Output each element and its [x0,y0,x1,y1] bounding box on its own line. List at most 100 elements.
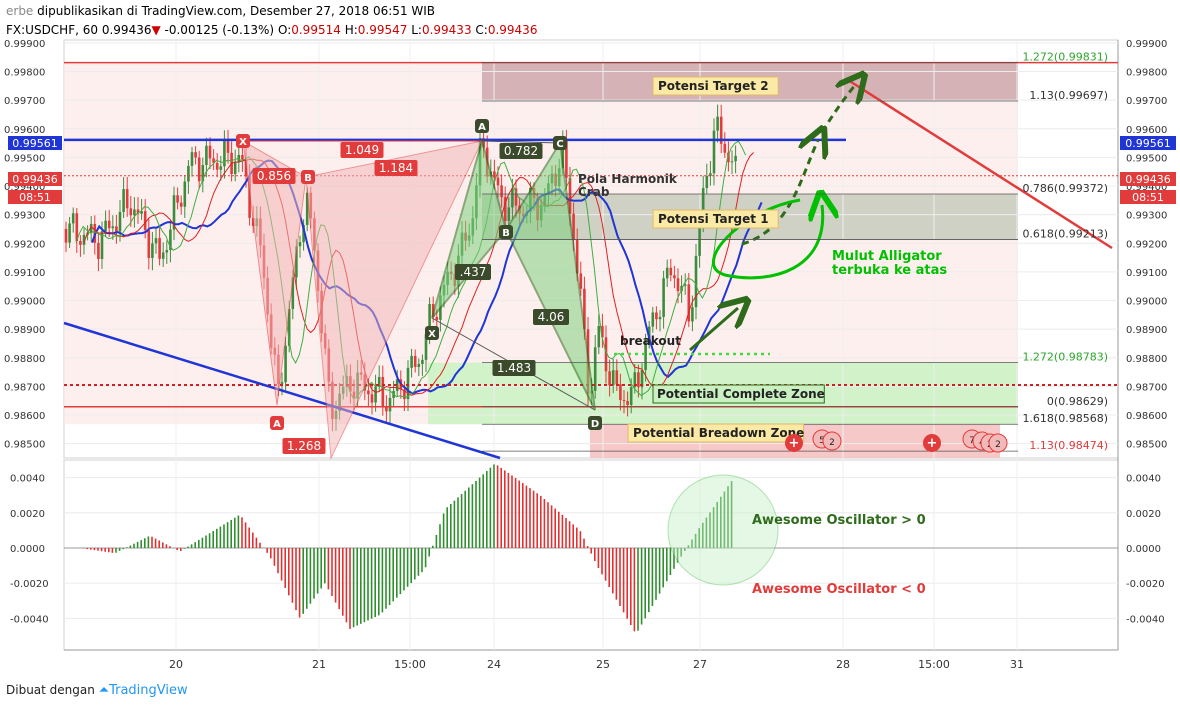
harmonic-bcd-triangle [305,140,483,460]
osc-tick-label-left: 0.0020 [10,509,45,520]
candle-body [194,152,197,158]
price-tick-label: 0.98900 [1126,325,1167,336]
close-value: 0.99436 [487,23,538,37]
crab-a-text: A [478,122,486,133]
crab-ratio-0437-box [455,264,491,280]
oscillator-pane[interactable] [63,459,1119,651]
candle-body [165,250,169,253]
left-last-badge [8,172,62,186]
candle-body [565,140,568,178]
price-tick-label-left: 0.99400 [4,182,45,193]
candle-body [241,154,244,160]
left-countdown-badge [8,190,62,204]
harmonic-layer [63,61,1118,460]
high-label: H: [344,23,358,37]
candle-body [367,390,370,395]
event-d-flag-icon [822,431,842,451]
candle-body [208,145,212,159]
price-tick-label: 0.98700 [1126,382,1167,393]
time-axis[interactable]: 20 21 15:00 24 25 27 28 15:00 31 [169,658,1024,671]
candle-body [125,189,129,209]
chart-header-line-2: FX:USDCHF, 60 0.99436▼ -0.00125 (-0.13%)… [6,23,537,37]
candle-body [122,189,125,212]
right-countdown-text: 08:51 [1132,191,1164,204]
candle-body [712,130,716,174]
made-with-label: Dibuat dengan [6,683,95,697]
left-level-badge-text: 0.99561 [12,137,58,150]
candle-body [64,228,68,243]
tradingview-brand[interactable]: TradingView [109,683,188,698]
trading-chart[interactable]: 0.99900 0.99900 0.99800 0.99800 0.99700 0.997… [0,0,1180,680]
price-tick-label: 0.99200 [1126,239,1167,250]
candle-body [604,337,608,372]
candle-body [248,176,251,218]
low-value: 0.99433 [421,23,472,37]
breakdown-zone-label-box [627,423,805,443]
candle-body [107,220,111,229]
candle-body [658,316,662,320]
candle-body [435,316,439,320]
candle-body [694,255,698,308]
candle-body [629,387,633,405]
candle-body [417,363,421,367]
last-price: 0.99436 [101,23,152,37]
candle-body [284,345,287,383]
candle-body [723,143,727,153]
candle-body [89,223,93,233]
right-level-badge [1120,136,1176,150]
candle-body [129,208,133,216]
candle-body [291,277,295,309]
event-a-icon [785,434,803,452]
candle-body [662,278,665,317]
price-axis[interactable]: 0.99900 0.99900 0.99800 0.99800 0.99700 0.997… [4,39,1167,625]
price-tick-label: 0.99000 [1126,297,1167,308]
footer: Dibuat dengan ⏶TradingView [6,683,188,698]
candle-body [190,152,194,166]
projection-arrow-2 [820,84,856,133]
harmonic-a-marker [270,416,284,430]
crab-label: Crab [578,185,610,199]
price-tick-label-left: 0.98800 [4,354,45,365]
ratio-1049-box [340,142,384,158]
candle-body [370,394,374,403]
price-tick-label-left: 0.98600 [4,411,45,422]
tradingview-logo-icon[interactable]: ⏶ [98,683,110,698]
alligator-lips-line [75,140,747,400]
osc-tick-label: -0.0020 [1126,579,1165,590]
candle-body [388,397,392,412]
candle-body [140,211,143,214]
candle-body [381,376,385,407]
alligator-teeth-line [83,152,754,396]
ratio-1268-box [282,438,326,454]
candle-body [172,195,176,230]
descending-blue-trendline [63,321,501,460]
left-countdown-text: 08:51 [19,191,51,204]
harmonic-a-text: A [273,419,281,430]
close-label: C: [475,23,488,37]
right-last-badge [1120,172,1176,186]
price-tick-label-left: 0.99300 [4,211,45,222]
crab-b-marker [499,225,513,239]
candle-body [305,192,309,225]
event-c-flag-text: 5 [819,436,825,446]
candle-body [673,275,676,279]
candle-body [154,238,158,244]
breakdown-zone-label: Potential Breadown Zone [633,426,804,440]
candle-body [143,211,147,231]
candle-body [406,367,410,400]
candle-body [71,213,75,224]
candle-body [709,173,712,177]
candle-body [100,231,104,260]
candle-body [727,152,730,163]
candle-body [104,220,107,232]
candle-body [115,226,118,232]
candle-body [403,389,406,400]
candle-body [496,177,500,186]
down-arrow-icon: ▼ [151,23,161,37]
event-h-flag-icon [988,433,1008,453]
event-e-flag-text: 7 [969,436,975,446]
candle-body [500,185,503,198]
time-tick-label: 20 [169,658,183,671]
candle-body [644,340,647,371]
left-last-badge-text: 0.99436 [12,173,58,186]
